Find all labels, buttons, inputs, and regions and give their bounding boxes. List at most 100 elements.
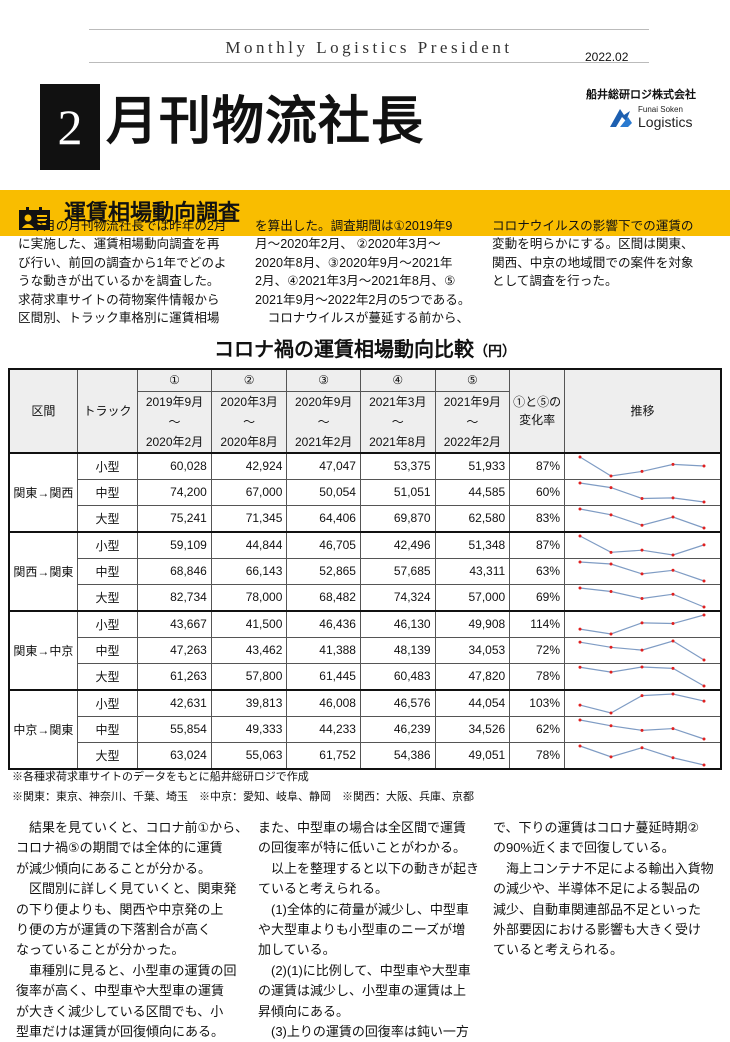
rate-value-cell: 49,333 bbox=[210, 715, 288, 743]
rate-value-cell: 55,063 bbox=[210, 741, 288, 769]
rate-value-cell: 46,008 bbox=[286, 688, 361, 717]
sparkline-cell bbox=[564, 530, 722, 559]
body-line: の90%近くまで回復している。 bbox=[493, 840, 675, 856]
body-line: また、中型車の場合は全区間で運賃 bbox=[258, 820, 467, 835]
body-line: 減少、自動車関連部品不足といった bbox=[493, 901, 702, 917]
body-line: なっていることが分かった。 bbox=[16, 942, 185, 958]
header-period-no: ② bbox=[210, 368, 288, 392]
sparkline-point bbox=[640, 745, 644, 749]
sparkline-cell bbox=[564, 557, 722, 585]
rate-value-cell: 55,854 bbox=[137, 715, 212, 743]
table-row: 中型 55,854 49,333 44,233 46,239 34,526 62% bbox=[9, 715, 722, 743]
rate-value-cell: 34,053 bbox=[434, 636, 511, 664]
table-row: 関西→関東 小型 59,109 44,844 46,705 42,496 51,348 87% bbox=[8, 530, 722, 611]
period-to: 2020年8月 bbox=[220, 434, 278, 449]
intro-line: 求荷求車サイトの荷物案件情報から bbox=[18, 292, 220, 307]
header-period-range: 2019年9月 ～ 2020年2月 bbox=[137, 390, 212, 453]
issue-number: 2 bbox=[40, 84, 100, 170]
truck-cell: 中型 bbox=[76, 636, 139, 664]
sparkline bbox=[578, 560, 706, 582]
sparkline-point bbox=[702, 699, 706, 703]
company-name: 船井総研ロジ株式会社 bbox=[586, 88, 696, 101]
sparkline-point bbox=[702, 658, 706, 661]
truck-cell: 大型 bbox=[76, 741, 139, 769]
body-line: や大型車よりも小型車のニーズが増 bbox=[258, 922, 466, 938]
truck-cell: 小型 bbox=[76, 530, 139, 559]
sparkline-point bbox=[671, 568, 675, 572]
period-from: 2020年9月 bbox=[295, 394, 353, 409]
sparkline-cell bbox=[564, 715, 722, 743]
footnote-regions: ※関東：東京、神奈川、千葉、埼玉 ※中京：愛知、岐阜、静岡 ※関西：大阪、兵庫、… bbox=[12, 791, 474, 803]
table-row: 大型 63,024 55,063 61,752 54,386 49,051 78% bbox=[9, 741, 722, 769]
rate-value-cell: 46,436 bbox=[286, 609, 361, 638]
sparkline-point bbox=[671, 621, 675, 625]
sparkline-point bbox=[702, 526, 706, 529]
issue-date: 2022.02 bbox=[585, 50, 629, 64]
sparkline-point bbox=[609, 632, 613, 635]
rate-value-cell: 57,000 bbox=[434, 583, 511, 611]
rate-value-cell: 42,924 bbox=[210, 451, 288, 480]
route-cell: 中京→関東 bbox=[8, 688, 78, 769]
sparkline bbox=[578, 665, 706, 687]
sparkline-point bbox=[578, 665, 582, 669]
svg-text:Logistics: Logistics bbox=[638, 114, 692, 130]
rate-value-cell: 57,685 bbox=[359, 557, 436, 585]
change-rate-cell: 72% bbox=[509, 636, 565, 664]
intro-line: 変動を明らかにする。区間は関東、 bbox=[492, 237, 694, 252]
rate-value-cell: 44,844 bbox=[210, 530, 288, 559]
sparkline-point bbox=[640, 648, 644, 652]
rate-value-cell: 61,445 bbox=[286, 662, 361, 690]
sparkline-point bbox=[702, 605, 706, 608]
body-line: (1)全体的に荷量が減少し、中型車 bbox=[258, 901, 469, 917]
body-line: 型車だけは運賃が回復傾向にある。 bbox=[16, 1024, 225, 1040]
body-line: が減少傾向にあることが分かる。 bbox=[16, 860, 212, 876]
sparkline bbox=[578, 639, 706, 661]
sparkline-point bbox=[578, 627, 582, 631]
sparkline-point bbox=[671, 515, 675, 519]
rate-value-cell: 42,496 bbox=[359, 530, 436, 559]
rate-header-line: ①と⑤の bbox=[513, 394, 562, 409]
sparkline-point bbox=[578, 455, 582, 458]
header-period-no: ④ bbox=[359, 368, 436, 392]
truck-cell: 大型 bbox=[76, 662, 139, 690]
sparkline-point bbox=[671, 726, 675, 730]
rate-value-cell: 50,054 bbox=[286, 478, 361, 506]
period-sep: ～ bbox=[317, 414, 330, 429]
change-rate-cell: 62% bbox=[509, 715, 565, 743]
sparkline-point bbox=[609, 550, 613, 554]
rate-value-cell: 41,500 bbox=[210, 609, 288, 638]
sparkline-cell bbox=[564, 662, 722, 690]
logo-mark-icon: Funai Soken Logistics bbox=[610, 105, 692, 130]
masthead: Monthly Logistics President bbox=[225, 38, 513, 57]
sparkline-point bbox=[578, 534, 582, 537]
sparkline-point bbox=[702, 463, 706, 467]
change-rate-cell: 78% bbox=[509, 662, 565, 690]
table-row: 関東→中京 小型 43,667 41,500 46,436 46,130 49,908 114… bbox=[8, 609, 722, 690]
period-to: 2020年2月 bbox=[145, 434, 204, 449]
freight-rate-table: 区間 トラック ① ② ③ ④ ⑤ ①と⑤の 変化率 推移 2019年9月 ～ 2020年2月 2020年… bbox=[8, 368, 722, 770]
period-from: 2020年3月 bbox=[220, 394, 278, 409]
rate-value-cell: 41,388 bbox=[286, 636, 361, 664]
sparkline-cell bbox=[564, 478, 722, 506]
sparkline-point bbox=[702, 613, 706, 616]
rate-value-cell: 49,051 bbox=[434, 741, 511, 769]
rate-value-cell: 46,239 bbox=[359, 715, 436, 743]
sparkline bbox=[578, 455, 706, 477]
rate-value-cell: 46,576 bbox=[359, 688, 436, 717]
rate-value-cell: 64,406 bbox=[286, 504, 361, 532]
sparkline-cell bbox=[564, 504, 722, 532]
funai-soken-logo: Funai Soken Logistics bbox=[608, 103, 708, 131]
period-from: 2021年3月 bbox=[369, 394, 427, 409]
sparkline-point bbox=[640, 571, 644, 575]
change-rate-cell: 87% bbox=[509, 530, 565, 559]
header-truck: トラック bbox=[76, 368, 139, 453]
period-sep: ～ bbox=[391, 414, 404, 429]
body-col-1: 結果を見ていくと、コロナ前①から、 コロナ禍⑤の期間では全体的に運賃 が減少傾向にあ… bbox=[16, 818, 248, 1042]
body-line: 外部要因における影響も大きく受け bbox=[493, 922, 702, 938]
rate-value-cell: 52,865 bbox=[286, 557, 361, 585]
table-title: コロナ禍の運賃相場動向比較（円） bbox=[0, 333, 730, 362]
body-line: コロナ禍⑤の期間では全体的に運賃 bbox=[16, 840, 223, 856]
intro-line: うな動きが出ているかを調査した。 bbox=[18, 274, 220, 289]
header-period-range: 2021年9月 ～ 2022年2月 bbox=[434, 390, 511, 453]
period-sep: ～ bbox=[168, 414, 181, 429]
